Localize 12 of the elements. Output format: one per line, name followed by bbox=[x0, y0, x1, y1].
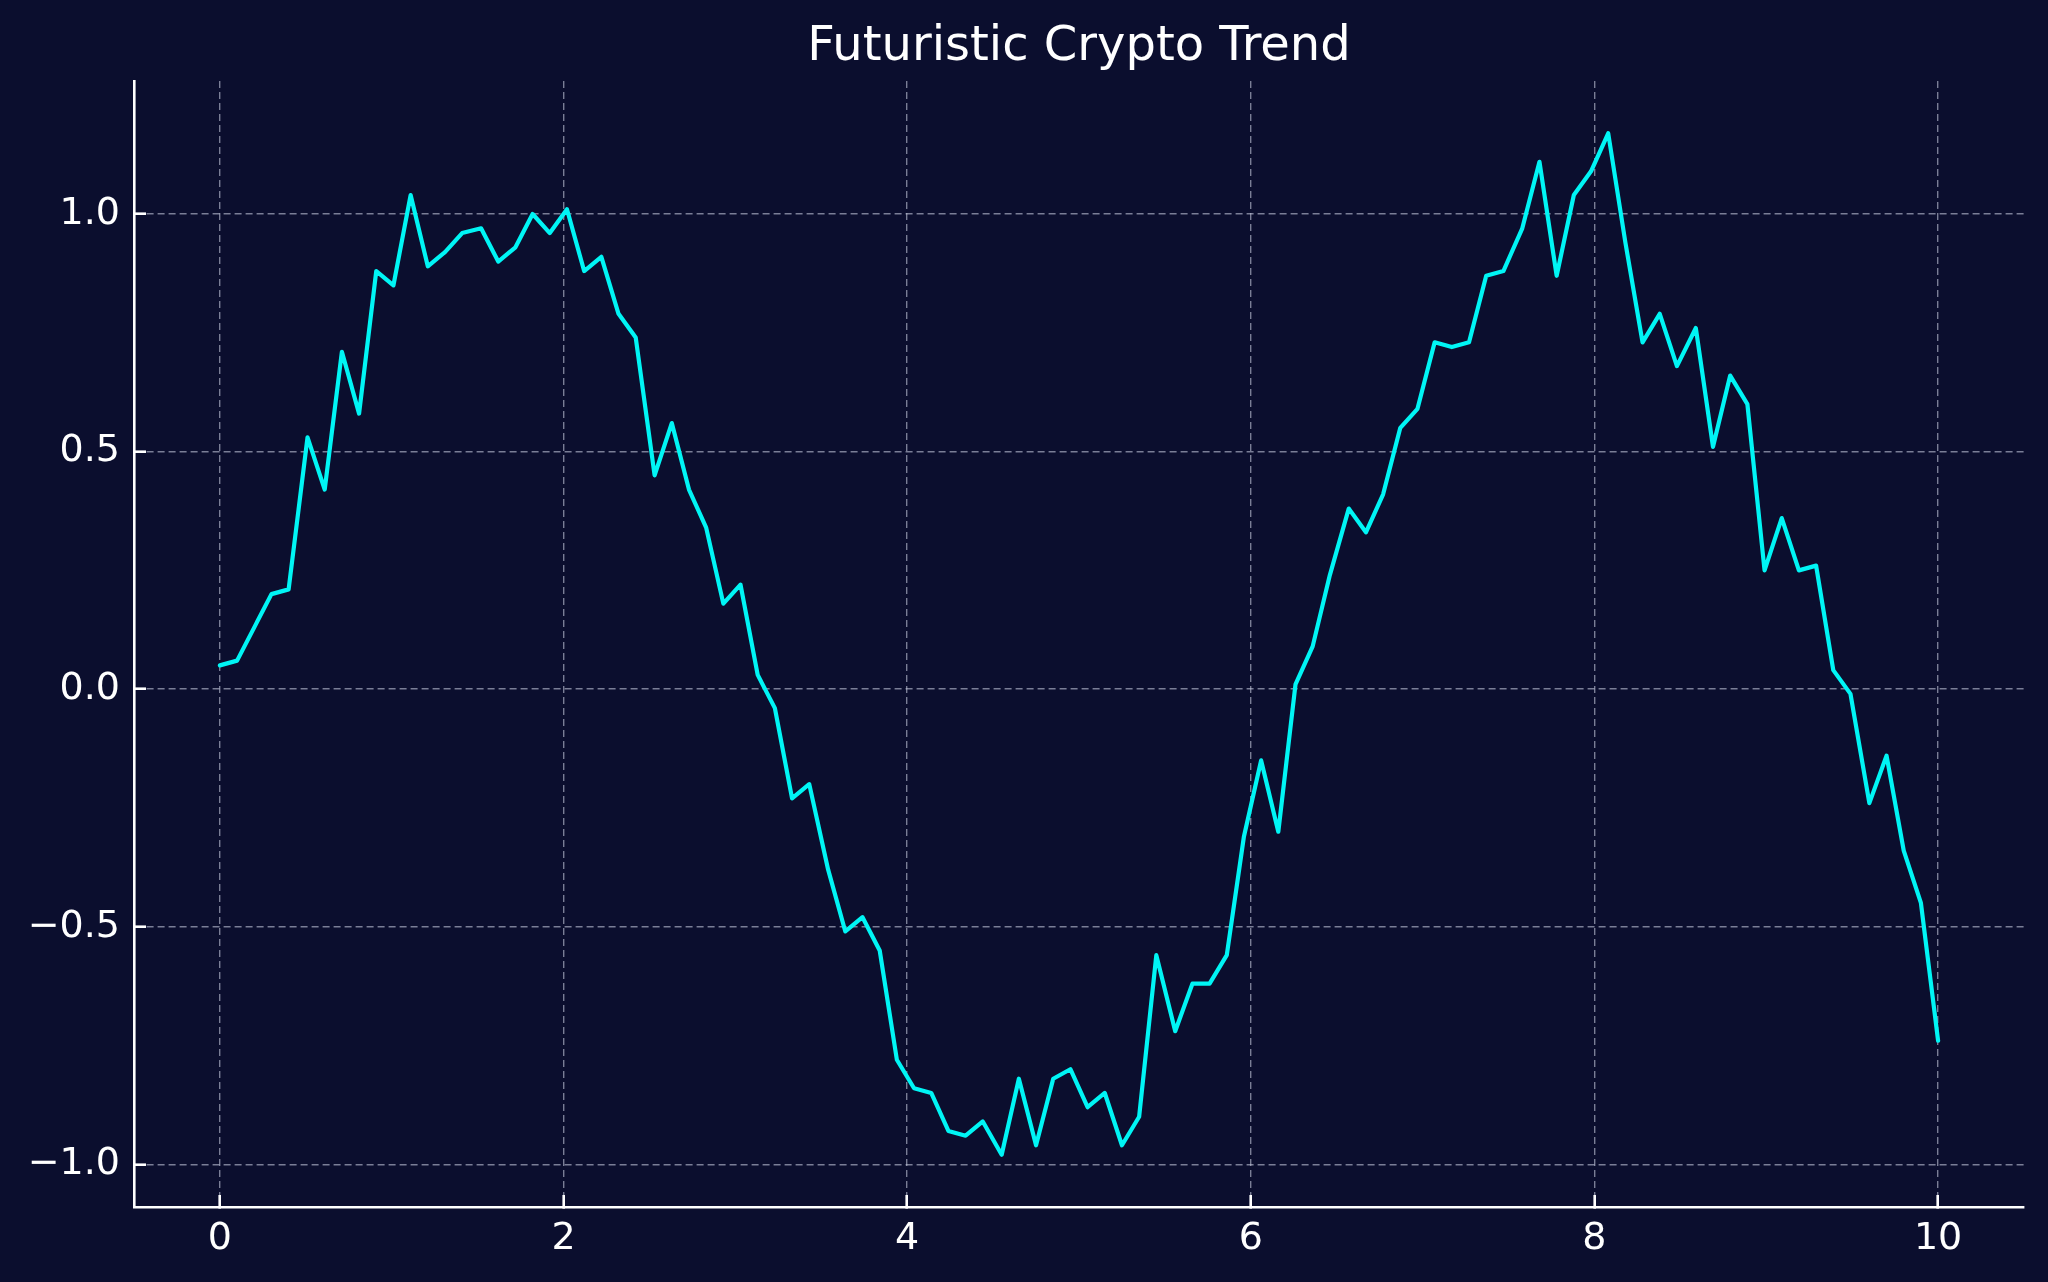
x-tick-label: 4 bbox=[895, 1213, 920, 1258]
y-tick-label: 1.0 bbox=[59, 188, 120, 233]
x-tick-label: 10 bbox=[1913, 1213, 1963, 1258]
y-tick-label: 0.5 bbox=[59, 426, 120, 471]
y-tick-label: 0.0 bbox=[59, 664, 120, 709]
chart-title: Futuristic Crypto Trend bbox=[807, 15, 1351, 72]
x-tick-label: 0 bbox=[207, 1213, 232, 1258]
x-tick-label: 2 bbox=[551, 1213, 576, 1258]
y-tick-label: −1.0 bbox=[27, 1139, 120, 1184]
y-tick-label: −0.5 bbox=[27, 901, 120, 946]
x-tick-label: 6 bbox=[1238, 1213, 1263, 1258]
x-tick-label: 8 bbox=[1582, 1213, 1607, 1258]
